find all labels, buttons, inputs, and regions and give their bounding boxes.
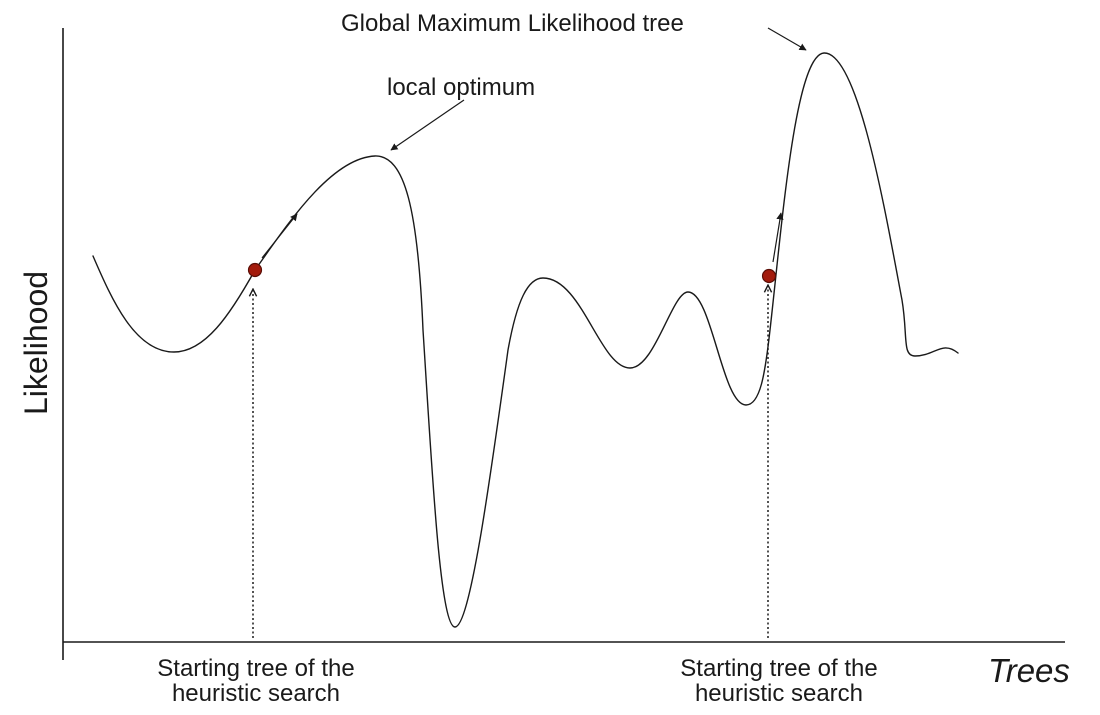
local-optimum-label: local optimum bbox=[387, 74, 536, 101]
start-point-2 bbox=[761, 268, 777, 284]
x-axis-label: Trees bbox=[988, 652, 1070, 689]
global-optimum-arrow bbox=[767, 27, 807, 51]
start-point-1 bbox=[247, 262, 263, 278]
local-optimum-arrow bbox=[390, 99, 465, 151]
y-axis-label: Likelihood bbox=[18, 270, 54, 416]
climb-arrow-2 bbox=[772, 212, 784, 263]
start-tree-label-1-line1: Starting tree of the bbox=[157, 655, 355, 682]
global-optimum-label: Global Maximum Likelihood tree bbox=[341, 10, 684, 37]
start-tree-label-1-line2: heuristic search bbox=[171, 680, 341, 707]
start-tree-label-2: Starting tree of the heuristic search bbox=[649, 656, 909, 706]
start-tree-label-1: Starting tree of the heuristic search bbox=[126, 656, 386, 706]
climb-arrow-1 bbox=[261, 213, 298, 259]
start-tree-label-2-line2: heuristic search bbox=[694, 680, 864, 707]
likelihood-curve bbox=[92, 52, 959, 628]
start-tree-label-2-line1: Starting tree of the bbox=[680, 655, 878, 682]
